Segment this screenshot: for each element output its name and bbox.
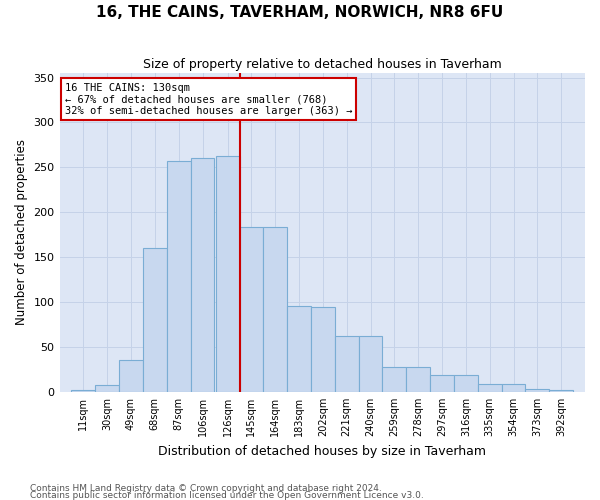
- Bar: [549, 390, 573, 392]
- Bar: [430, 375, 454, 392]
- Text: Contains HM Land Registry data © Crown copyright and database right 2024.: Contains HM Land Registry data © Crown c…: [30, 484, 382, 493]
- Bar: [239, 226, 263, 392]
- Bar: [526, 389, 549, 392]
- Bar: [335, 336, 359, 392]
- Text: 16 THE CAINS: 130sqm
← 67% of detached houses are smaller (768)
32% of semi-deta: 16 THE CAINS: 130sqm ← 67% of detached h…: [65, 82, 352, 116]
- Bar: [502, 384, 526, 392]
- Text: Contains public sector information licensed under the Open Government Licence v3: Contains public sector information licen…: [30, 490, 424, 500]
- Title: Size of property relative to detached houses in Taverham: Size of property relative to detached ho…: [143, 58, 502, 70]
- Y-axis label: Number of detached properties: Number of detached properties: [15, 140, 28, 326]
- Bar: [478, 384, 502, 392]
- Bar: [215, 156, 239, 392]
- Bar: [287, 306, 311, 392]
- Bar: [406, 367, 430, 392]
- Bar: [95, 384, 119, 392]
- Bar: [71, 390, 95, 392]
- Bar: [311, 306, 335, 392]
- X-axis label: Distribution of detached houses by size in Taverham: Distribution of detached houses by size …: [158, 444, 486, 458]
- Bar: [263, 226, 287, 392]
- Bar: [143, 248, 167, 392]
- Bar: [454, 375, 478, 392]
- Bar: [167, 161, 191, 392]
- Bar: [119, 360, 143, 392]
- Bar: [359, 336, 382, 392]
- Text: 16, THE CAINS, TAVERHAM, NORWICH, NR8 6FU: 16, THE CAINS, TAVERHAM, NORWICH, NR8 6F…: [97, 5, 503, 20]
- Bar: [191, 158, 214, 392]
- Bar: [382, 367, 406, 392]
